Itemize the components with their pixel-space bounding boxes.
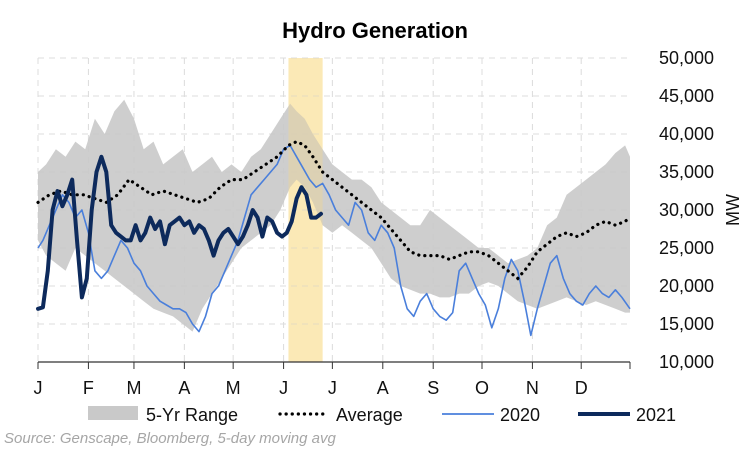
y-tick-label: 25,000 — [659, 238, 714, 258]
series-average-line — [36, 139, 632, 281]
x-tick-label: A — [377, 378, 389, 398]
y-tick-label: 15,000 — [659, 314, 714, 334]
series-5yr-range — [38, 99, 630, 332]
legend: 5-Yr Range Average 2020 2021 — [88, 405, 676, 425]
y-tick-label: 50,000 — [659, 48, 714, 68]
series-2020-line — [37, 144, 631, 337]
x-tick-label: M — [226, 378, 241, 398]
y-tick-label: 20,000 — [659, 276, 714, 296]
legend-label: 5-Yr Range — [146, 405, 238, 425]
series-2021-line — [36, 154, 323, 311]
y-tick-label: 45,000 — [659, 86, 714, 106]
y-axis-label: MW — [723, 194, 743, 226]
x-tick-label: O — [475, 378, 489, 398]
y-tick-label: 30,000 — [659, 200, 714, 220]
plot-area: 10,000 15,000 20,000 25,000 30,000 35,000 40,0… — [34, 48, 715, 398]
legend-label: 2020 — [500, 405, 540, 425]
x-tick-label: J — [34, 378, 43, 398]
x-tick-label: M — [126, 378, 141, 398]
x-tick-label: J — [328, 378, 337, 398]
x-tick-label: J — [279, 378, 288, 398]
x-tick-label: A — [178, 378, 190, 398]
y-tick-label: 35,000 — [659, 162, 714, 182]
chart-title: Hydro Generation — [282, 18, 468, 43]
source-note: Source: Genscape, Bloomberg, 5-day movin… — [4, 430, 337, 447]
legend-swatch-range — [88, 406, 138, 420]
x-tick-label: F — [83, 378, 94, 398]
legend-label: 2021 — [636, 405, 676, 425]
x-tick-label: D — [575, 378, 588, 398]
y-tick-label: 10,000 — [659, 352, 714, 372]
y-tick-label: 40,000 — [659, 124, 714, 144]
x-tick-label: N — [526, 378, 539, 398]
legend-label: Average — [336, 405, 403, 425]
x-tick-label: S — [427, 378, 439, 398]
